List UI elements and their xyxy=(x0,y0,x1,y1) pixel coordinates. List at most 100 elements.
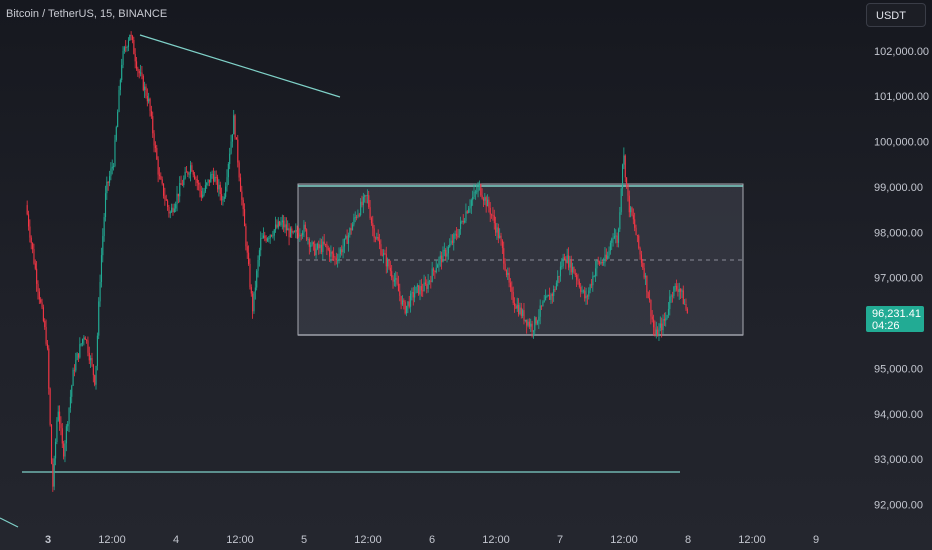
candle-body xyxy=(102,236,104,256)
trendline-corner[interactable] xyxy=(0,517,19,528)
candle-body xyxy=(397,283,400,292)
candle-body xyxy=(418,285,420,295)
candle-body xyxy=(477,186,479,192)
candle-body xyxy=(29,226,31,238)
candle-body xyxy=(111,166,113,169)
candle-body xyxy=(229,153,231,164)
candle-body xyxy=(210,174,212,183)
candle-body xyxy=(222,198,224,201)
candle-body xyxy=(256,270,258,288)
candle-body xyxy=(470,200,472,207)
candle-body xyxy=(677,289,679,292)
candle-body xyxy=(86,339,88,341)
candle-body xyxy=(607,255,609,259)
candle-body xyxy=(185,171,188,173)
candle-body xyxy=(206,182,208,186)
candle-body xyxy=(492,215,494,216)
candle-body xyxy=(424,282,427,285)
bar-countdown: 04:26 xyxy=(872,320,900,332)
candle-body xyxy=(365,195,367,197)
candle-body xyxy=(198,182,200,185)
candle-body xyxy=(681,290,683,292)
candle-body xyxy=(312,242,314,244)
candle-body xyxy=(60,423,62,429)
candle-body xyxy=(644,275,647,278)
candle-body xyxy=(531,323,533,332)
candle-body xyxy=(581,290,583,292)
candle-body xyxy=(246,246,248,253)
candle-body xyxy=(134,54,136,62)
candle-body xyxy=(241,191,243,200)
candle-body xyxy=(82,338,84,344)
candle-body xyxy=(119,79,121,91)
candle-body xyxy=(569,259,571,268)
candle-body xyxy=(113,166,115,167)
candle-body xyxy=(276,224,278,228)
candle-body xyxy=(588,290,590,297)
candle-body xyxy=(547,295,549,297)
candle-body xyxy=(184,171,186,179)
candle-body xyxy=(98,301,100,336)
currency-button[interactable]: USDT xyxy=(866,3,926,27)
candle-body xyxy=(389,267,391,272)
candle-body xyxy=(287,228,289,231)
symbol-title[interactable]: Bitcoin / TetherUS, 15, BINANCE xyxy=(6,8,168,20)
time-axis[interactable]: 3 12:00 4 12:00 5 12:00 6 12:00 7 12:00 8 12:00 9 xyxy=(45,534,819,546)
candle-body xyxy=(605,254,607,259)
candle-body xyxy=(503,248,505,264)
candle-body xyxy=(372,223,374,229)
candle-body xyxy=(288,228,290,238)
candle-body xyxy=(495,223,497,233)
price-axis[interactable]: 92,000.0093,000.0094,000.0095,000.0096,0… xyxy=(874,46,929,512)
candle-body xyxy=(568,255,570,268)
candle-body xyxy=(685,303,687,309)
candle-body xyxy=(561,265,563,267)
candle-body xyxy=(368,195,370,208)
candle-body xyxy=(245,226,247,247)
candle-body xyxy=(649,298,651,300)
candle-body xyxy=(361,201,363,206)
candle-body xyxy=(91,358,93,365)
candle-body xyxy=(339,249,341,255)
candle-body xyxy=(468,208,470,213)
candle-body xyxy=(84,337,86,340)
candle-body xyxy=(326,244,328,249)
candle-body xyxy=(44,321,46,328)
time-axis-label: 7 xyxy=(557,534,563,546)
candle-body xyxy=(154,145,157,149)
candle-body xyxy=(156,148,158,160)
candle-body xyxy=(595,268,597,277)
candle-body xyxy=(90,358,92,361)
candle-body xyxy=(592,276,594,286)
candle-body xyxy=(68,407,70,424)
last-price-value: 96,231.41 xyxy=(872,308,921,320)
candle-body xyxy=(484,197,486,201)
candle-body xyxy=(542,301,544,307)
candle-body xyxy=(192,171,194,175)
candle-body xyxy=(626,177,628,185)
candle-body xyxy=(391,271,393,278)
price-axis-label: 94,000.00 xyxy=(874,409,923,421)
candle-body xyxy=(601,261,603,264)
candle-body xyxy=(426,284,428,289)
candle-body xyxy=(237,139,239,163)
candle-body xyxy=(252,293,254,312)
candle-body xyxy=(620,188,622,213)
candle-body xyxy=(250,287,252,294)
candle-body xyxy=(179,183,181,197)
candle-body xyxy=(176,193,178,205)
candle-body xyxy=(534,317,536,331)
candle-body xyxy=(482,198,485,201)
candle-body xyxy=(345,235,347,239)
candle-body xyxy=(428,280,431,282)
candle-body xyxy=(462,220,464,223)
trendline-descending[interactable] xyxy=(139,34,341,98)
candle-body xyxy=(393,279,395,282)
candle-body xyxy=(338,254,340,261)
candle-body xyxy=(46,343,49,349)
candle-body xyxy=(550,294,552,300)
candle-body xyxy=(487,199,489,207)
candle-body xyxy=(264,235,266,239)
candle-body xyxy=(258,250,260,260)
